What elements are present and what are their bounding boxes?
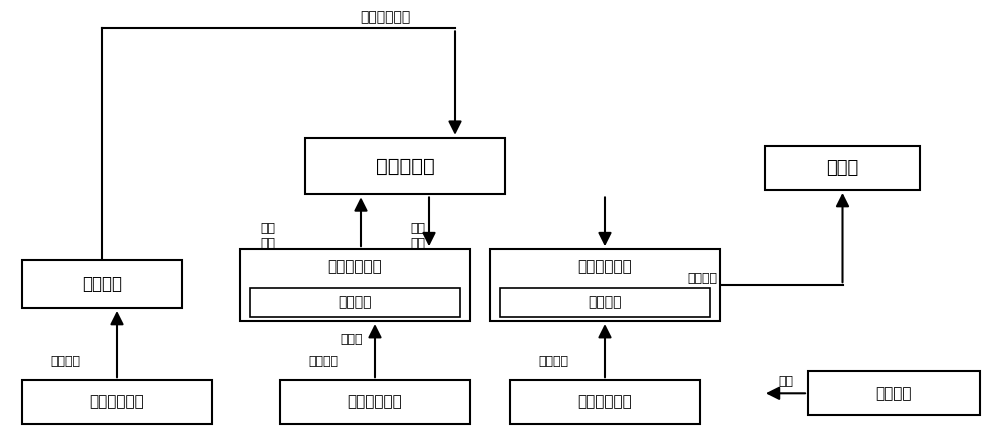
- Text: 测试点: 测试点: [340, 333, 362, 347]
- Bar: [250, 288, 460, 317]
- Text: 红外有无信号: 红外有无信号: [360, 10, 410, 24]
- Bar: [305, 138, 505, 194]
- Bar: [765, 146, 920, 190]
- Text: 测点检测装置: 测点检测装置: [328, 259, 382, 274]
- Text: 时钟
同步: 时钟 同步: [411, 222, 426, 250]
- Text: 红外发射装置: 红外发射装置: [90, 395, 144, 409]
- Bar: [500, 288, 710, 317]
- Text: 红外信号: 红外信号: [538, 355, 568, 368]
- Text: 红外接收: 红外接收: [588, 295, 622, 309]
- Text: 显示屏: 显示屏: [826, 159, 859, 177]
- Text: 被测设备: 被测设备: [876, 386, 912, 401]
- Text: 红外接收: 红外接收: [338, 295, 372, 309]
- Text: 红外信号: 红外信号: [308, 355, 338, 368]
- Text: 红外信号: 红外信号: [50, 355, 80, 368]
- Bar: [22, 260, 182, 308]
- Text: 上位机软件: 上位机软件: [376, 156, 434, 176]
- Bar: [280, 380, 470, 424]
- Text: 运动: 运动: [778, 375, 793, 388]
- Bar: [22, 380, 212, 424]
- Text: 红外发射装置: 红外发射装置: [348, 395, 402, 409]
- Bar: [808, 371, 980, 415]
- Text: 速度检测装置: 速度检测装置: [578, 259, 632, 274]
- Bar: [510, 380, 700, 424]
- Text: 红外接收: 红外接收: [82, 275, 122, 293]
- Text: 传输
数据: 传输 数据: [260, 222, 276, 250]
- Bar: [240, 249, 470, 321]
- Bar: [490, 249, 720, 321]
- Text: 控制显示: 控制显示: [687, 272, 717, 285]
- Text: 红外发射装置: 红外发射装置: [578, 395, 632, 409]
